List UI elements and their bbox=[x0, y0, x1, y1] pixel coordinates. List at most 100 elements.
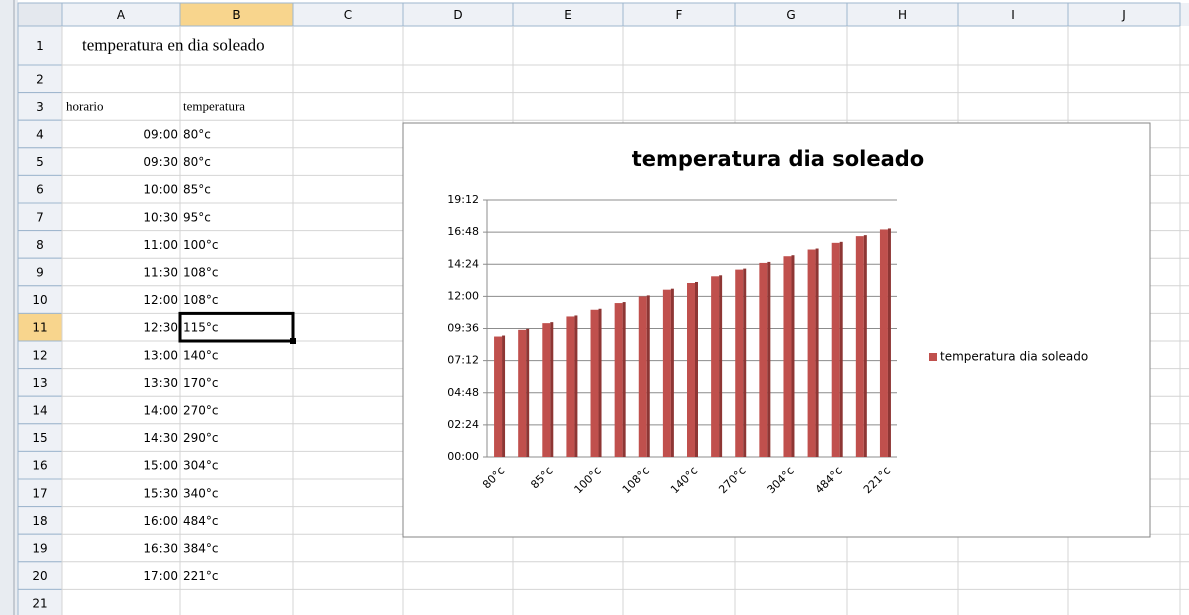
bar-face bbox=[614, 303, 623, 457]
bar-side bbox=[791, 255, 795, 457]
header-cell: temperatura bbox=[183, 98, 245, 113]
window-edge bbox=[0, 0, 18, 615]
bar-face bbox=[711, 276, 720, 457]
row-header bbox=[17, 174, 63, 204]
bar-side bbox=[502, 335, 506, 457]
temperature-cell: 95°c bbox=[183, 210, 211, 224]
bar bbox=[542, 322, 554, 457]
y-tick-label: 02:24 bbox=[447, 418, 479, 431]
bar-side bbox=[695, 281, 698, 457]
bar-side bbox=[670, 288, 674, 457]
row-header-label: 16 bbox=[32, 459, 47, 473]
temperature-cell: 115°c bbox=[183, 321, 219, 335]
bar-face bbox=[590, 309, 599, 457]
row-header-label: 2 bbox=[36, 72, 44, 86]
column-header-label: A bbox=[117, 8, 126, 22]
row-header bbox=[17, 450, 63, 480]
temperature-cell: 140°c bbox=[183, 348, 219, 362]
time-cell: 13:30 bbox=[143, 376, 178, 390]
time-cell: 13:00 bbox=[143, 348, 178, 362]
bar-side bbox=[887, 228, 891, 457]
time-cell: 10:00 bbox=[143, 183, 178, 197]
bar-side bbox=[863, 235, 867, 457]
bar bbox=[735, 268, 747, 457]
bar-side bbox=[598, 308, 602, 457]
bar bbox=[662, 288, 674, 457]
chart-title: temperatura dia soleado bbox=[632, 147, 925, 171]
temperature-cell: 304°c bbox=[183, 459, 219, 473]
bar bbox=[855, 235, 867, 457]
y-tick-label: 09:36 bbox=[447, 322, 479, 335]
y-tick-label: 07:12 bbox=[447, 354, 479, 367]
row-header-label: 7 bbox=[36, 210, 44, 224]
column-header-label: J bbox=[1121, 8, 1126, 22]
bar bbox=[614, 302, 626, 457]
row-header bbox=[17, 561, 63, 590]
row-header-label: 18 bbox=[32, 514, 47, 528]
column-header-label: C bbox=[344, 8, 352, 22]
time-cell: 11:30 bbox=[143, 266, 178, 280]
temperature-cell: 340°c bbox=[183, 486, 219, 500]
header-cell: horario bbox=[66, 98, 104, 113]
legend-label: temperatura dia soleado bbox=[940, 350, 1088, 364]
bar bbox=[831, 241, 843, 457]
time-cell: 10:30 bbox=[143, 210, 178, 224]
row-header bbox=[17, 257, 63, 287]
row-header bbox=[17, 25, 63, 66]
row-header-label: 15 bbox=[32, 431, 47, 445]
y-tick-label: 00:00 bbox=[447, 450, 479, 463]
time-cell: 09:30 bbox=[143, 155, 178, 169]
bar-side bbox=[526, 328, 530, 457]
bar-side bbox=[719, 275, 723, 457]
column-header bbox=[1067, 2, 1181, 27]
temperature-cell: 108°c bbox=[183, 266, 219, 280]
time-cell: 15:30 bbox=[143, 486, 178, 500]
column-header-label: D bbox=[453, 8, 462, 22]
bar-face bbox=[831, 242, 840, 457]
bar bbox=[494, 335, 506, 457]
bar bbox=[687, 281, 698, 457]
bar bbox=[879, 228, 891, 457]
bar-face bbox=[807, 249, 816, 457]
y-tick-label: 19:12 bbox=[447, 193, 479, 206]
temperature-cell: 80°c bbox=[183, 128, 211, 142]
row-header-label: 17 bbox=[32, 486, 47, 500]
bar-side bbox=[743, 268, 747, 457]
row-header-label: 6 bbox=[36, 183, 44, 197]
column-header-label: E bbox=[564, 8, 572, 22]
temperature-cell: 170°c bbox=[183, 376, 219, 390]
bar-side bbox=[574, 315, 578, 457]
bar-face bbox=[542, 323, 551, 457]
temperature-cell: 221°c bbox=[183, 569, 219, 583]
time-cell: 16:00 bbox=[143, 514, 178, 528]
row-header bbox=[17, 92, 63, 121]
row-header-label: 20 bbox=[32, 569, 47, 583]
bar-face bbox=[566, 316, 575, 457]
row-header bbox=[17, 202, 63, 232]
selected-cell bbox=[178, 311, 295, 343]
bar bbox=[807, 248, 819, 457]
bar-face bbox=[735, 269, 744, 457]
cells: temperatura en dia soleado horario tempera… bbox=[66, 35, 296, 583]
bar bbox=[638, 295, 650, 457]
time-cell: 11:00 bbox=[143, 238, 178, 252]
row-header-label: 14 bbox=[32, 404, 47, 418]
y-tick-label: 16:48 bbox=[447, 225, 479, 238]
bar bbox=[518, 328, 530, 457]
column-header-label: B bbox=[232, 8, 240, 22]
time-cell: 17:00 bbox=[143, 569, 178, 583]
temperature-cell: 85°c bbox=[183, 183, 211, 197]
row-header-label: 4 bbox=[36, 128, 44, 142]
bar-side bbox=[622, 302, 626, 457]
chart: temperatura dia soleado 00:00 02:24 04:48 0… bbox=[402, 122, 1151, 538]
bar bbox=[566, 315, 578, 457]
column-header-label: F bbox=[676, 8, 683, 22]
bar-face bbox=[494, 336, 503, 457]
time-cell: 12:00 bbox=[143, 293, 178, 307]
bar-side bbox=[815, 248, 819, 457]
bar-face bbox=[638, 296, 647, 457]
time-cell: 14:00 bbox=[143, 404, 178, 418]
row-header-label: 11 bbox=[32, 321, 47, 335]
